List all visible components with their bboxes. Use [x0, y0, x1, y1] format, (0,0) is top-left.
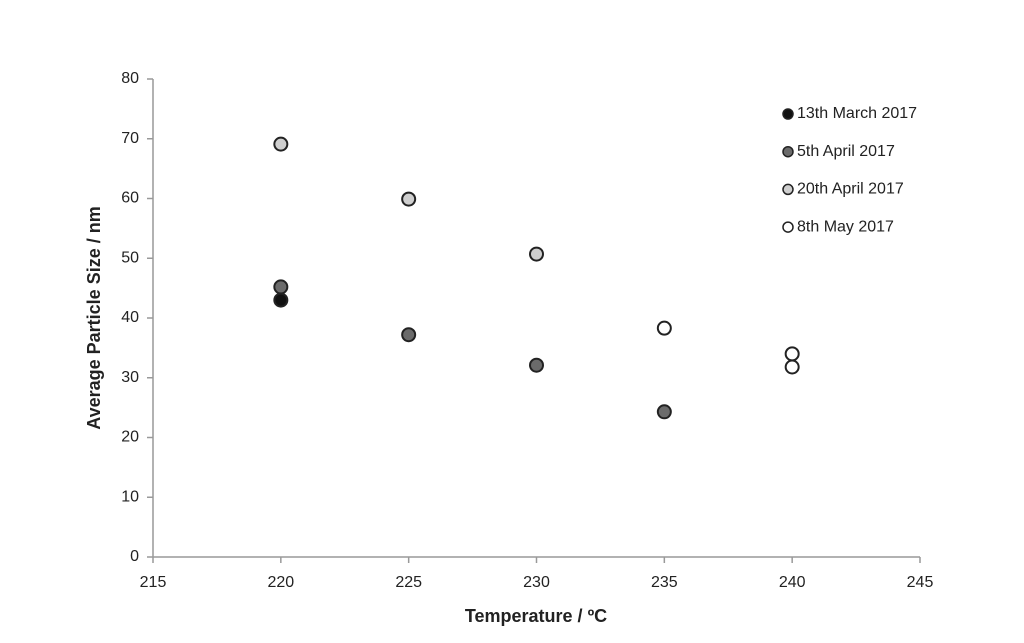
x-tick-label: 245: [907, 574, 934, 591]
y-tick-label: 30: [121, 369, 139, 386]
point: [529, 357, 544, 373]
legend-label: 13th March 2017: [797, 105, 917, 122]
point: [401, 327, 417, 343]
point: [784, 346, 800, 362]
point: [273, 279, 289, 295]
point: [401, 191, 417, 207]
point: [656, 404, 672, 420]
legend-marker: [782, 145, 794, 158]
x-tick-label: 220: [267, 574, 294, 591]
x-axis-title: Temperature / ºC: [465, 606, 607, 626]
x-tick-label: 230: [523, 574, 550, 591]
legend-marker: [782, 108, 794, 120]
legend-label: 8th May 2017: [797, 218, 894, 235]
legend-label: 20th April 2017: [797, 181, 904, 198]
point: [529, 246, 544, 262]
point: [784, 359, 800, 375]
x-tick-label: 225: [395, 574, 422, 591]
point: [273, 136, 289, 152]
legend-label: 5th April 2017: [797, 143, 895, 160]
y-tick-label: 10: [121, 488, 139, 505]
x-tick-label: 235: [651, 574, 678, 591]
legend-marker: [782, 183, 794, 196]
y-tick-label: 0: [130, 548, 139, 565]
y-tick-label: 20: [121, 429, 139, 446]
y-tick-label: 40: [121, 309, 139, 326]
y-tick-label: 80: [121, 70, 139, 87]
point: [273, 292, 289, 308]
x-tick-label: 215: [140, 574, 167, 591]
y-tick-label: 70: [121, 130, 139, 147]
y-tick-label: 60: [121, 190, 139, 207]
legend-marker: [782, 221, 794, 233]
point: [656, 320, 672, 336]
x-tick-label: 240: [779, 574, 806, 591]
y-tick-label: 50: [121, 249, 139, 266]
y-axis-title: Average Particle Size / nm: [84, 206, 104, 429]
